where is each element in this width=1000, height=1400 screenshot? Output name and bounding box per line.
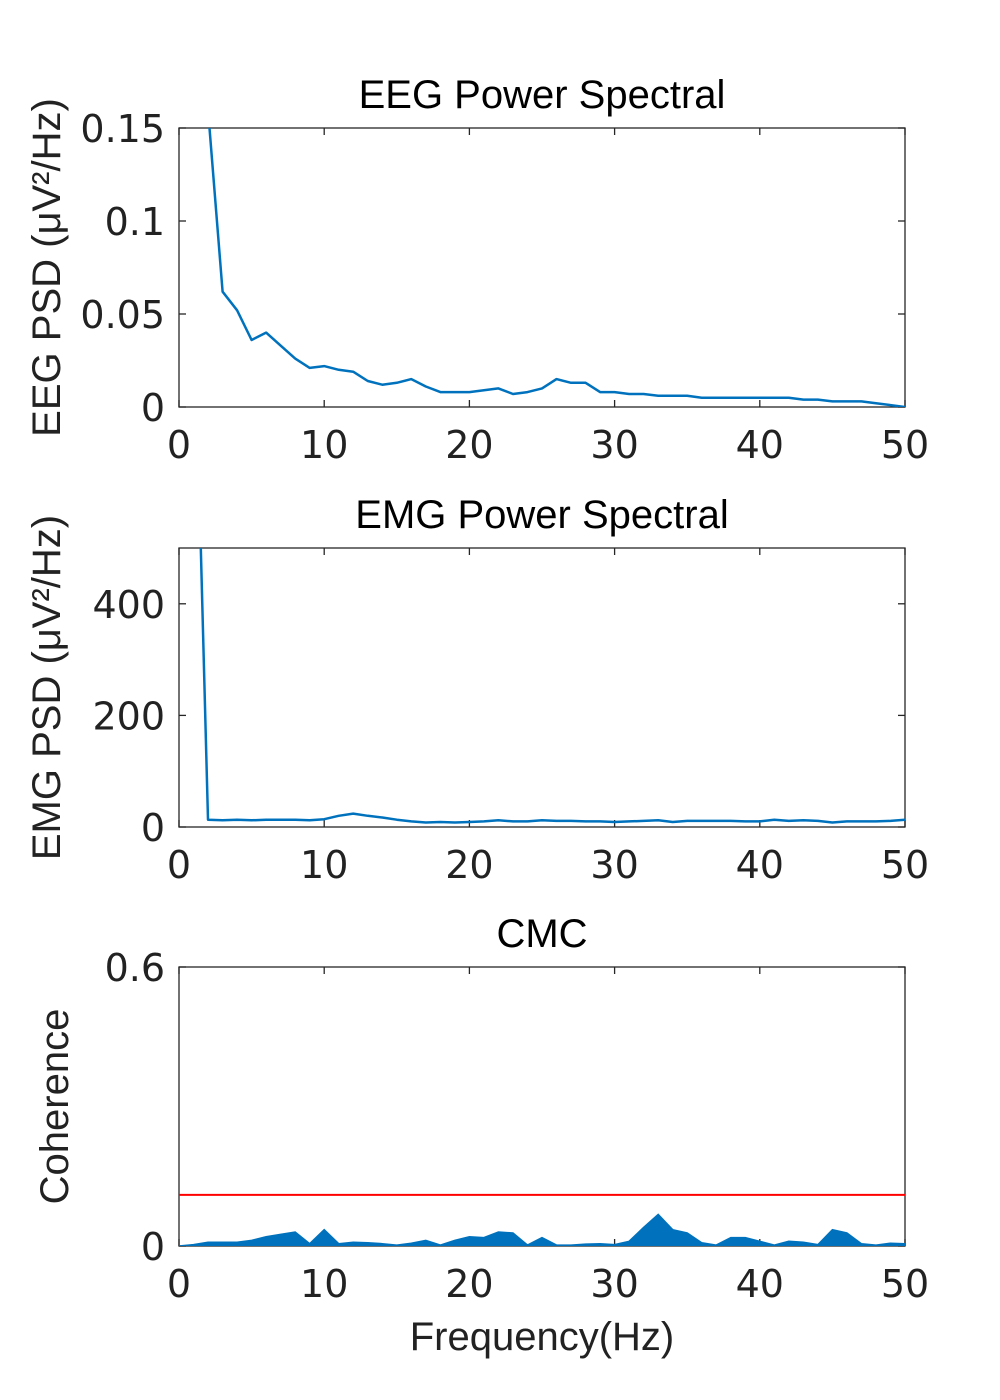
y-tick-label: 0.6	[105, 946, 165, 990]
y-tick-label: 0.05	[80, 293, 165, 337]
x-tick-label: 30	[590, 423, 638, 467]
x-tick-label: 30	[590, 1262, 638, 1306]
x-axis-label: Frequency(Hz)	[410, 1315, 675, 1359]
x-tick-label: 40	[736, 1262, 784, 1306]
axes-box	[178, 966, 906, 1247]
chart-panel-2: 0 10 20 30 40 50 0 200 400 EMG Power Spectral EMG …	[25, 493, 929, 887]
chart-title: EMG Power Spectral	[355, 493, 728, 537]
y-tick-label: 0.15	[80, 107, 165, 151]
x-tick-label: 30	[590, 843, 638, 887]
x-tick-label: 10	[300, 423, 348, 467]
series-line	[199, 548, 905, 824]
x-tick-label: 50	[881, 843, 929, 887]
x-tick-label: 50	[881, 423, 929, 467]
y-tick-label: 200	[92, 694, 165, 738]
y-tick-label: 400	[92, 583, 165, 627]
x-tick-label: 20	[445, 1262, 493, 1306]
chart-title: CMC	[496, 912, 587, 956]
coherence-area	[179, 1213, 905, 1246]
x-tick-label: 20	[445, 843, 493, 887]
chart-panel-3: 0 10 20 30 40 50 0 0.6 CMC Coherence Frequency(Hz)	[33, 912, 929, 1359]
series-line	[208, 128, 905, 407]
y-tick-label: 0	[141, 1225, 165, 1269]
x-tick-label: 50	[881, 1262, 929, 1306]
y-axis-label: EMG PSD (μV²/Hz)	[25, 515, 69, 860]
y-tick-label: 0	[141, 386, 165, 430]
x-tick-label: 20	[445, 423, 493, 467]
x-tick-label: 0	[167, 1262, 191, 1306]
y-tick-label: 0.1	[105, 200, 165, 244]
chart-title: EEG Power Spectral	[359, 73, 726, 117]
x-tick-label: 0	[167, 843, 191, 887]
x-tick-label: 10	[300, 843, 348, 887]
axes-box	[178, 547, 906, 828]
x-tick-label: 40	[736, 843, 784, 887]
x-tick-label: 40	[736, 423, 784, 467]
y-axis-label: EEG PSD (μV²/Hz)	[25, 98, 69, 437]
x-tick-label: 10	[300, 1262, 348, 1306]
chart-panel-1: 0 10 20 30 40 50 0 0.05 0.1 0.15 EEG Power Spectra…	[25, 73, 929, 467]
axes-box	[178, 127, 906, 408]
y-axis-label: Coherence	[33, 1009, 77, 1205]
x-tick-label: 0	[167, 423, 191, 467]
y-tick-label: 0	[141, 806, 165, 850]
